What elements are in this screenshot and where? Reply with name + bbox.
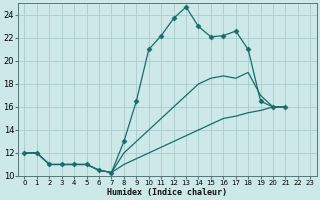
X-axis label: Humidex (Indice chaleur): Humidex (Indice chaleur) bbox=[108, 188, 228, 197]
